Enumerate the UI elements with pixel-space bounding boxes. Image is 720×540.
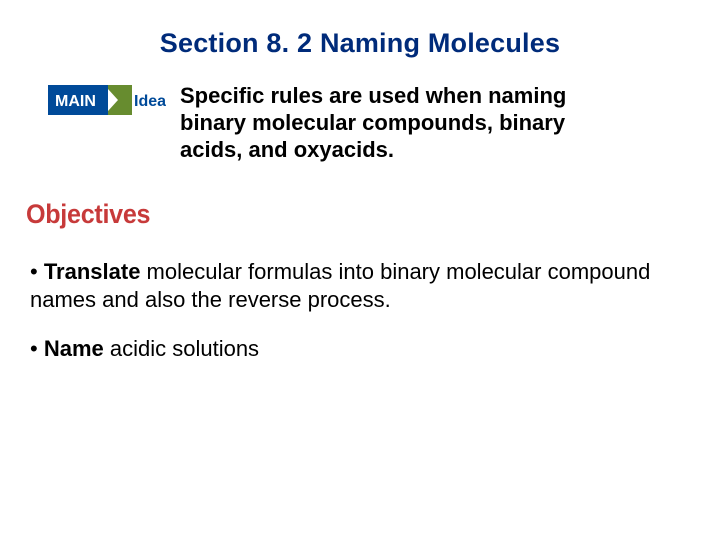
bullet-marker: • <box>30 336 44 361</box>
list-item: • Name acidic solutions <box>30 335 690 362</box>
badge-idea-text: Idea <box>134 93 166 110</box>
list-item: • Translate molecular formulas into bina… <box>30 258 690 313</box>
main-idea-row: MAIN Idea Specific rules are used when n… <box>48 83 690 163</box>
main-idea-icon: MAIN Idea <box>48 85 166 115</box>
bullet-lead: Name <box>44 336 104 361</box>
badge-main-text: MAIN <box>55 93 96 110</box>
bullet-rest: acidic solutions <box>104 336 259 361</box>
main-idea-badge: MAIN Idea <box>48 85 166 120</box>
bullet-marker: • <box>30 259 44 284</box>
objectives-list: • Translate molecular formulas into bina… <box>30 258 690 362</box>
bullet-lead: Translate <box>44 259 141 284</box>
objectives-heading: Objectives <box>26 199 644 230</box>
section-title: Section 8. 2 Naming Molecules <box>30 28 690 59</box>
main-idea-text: Specific rules are used when naming bina… <box>180 83 610 163</box>
